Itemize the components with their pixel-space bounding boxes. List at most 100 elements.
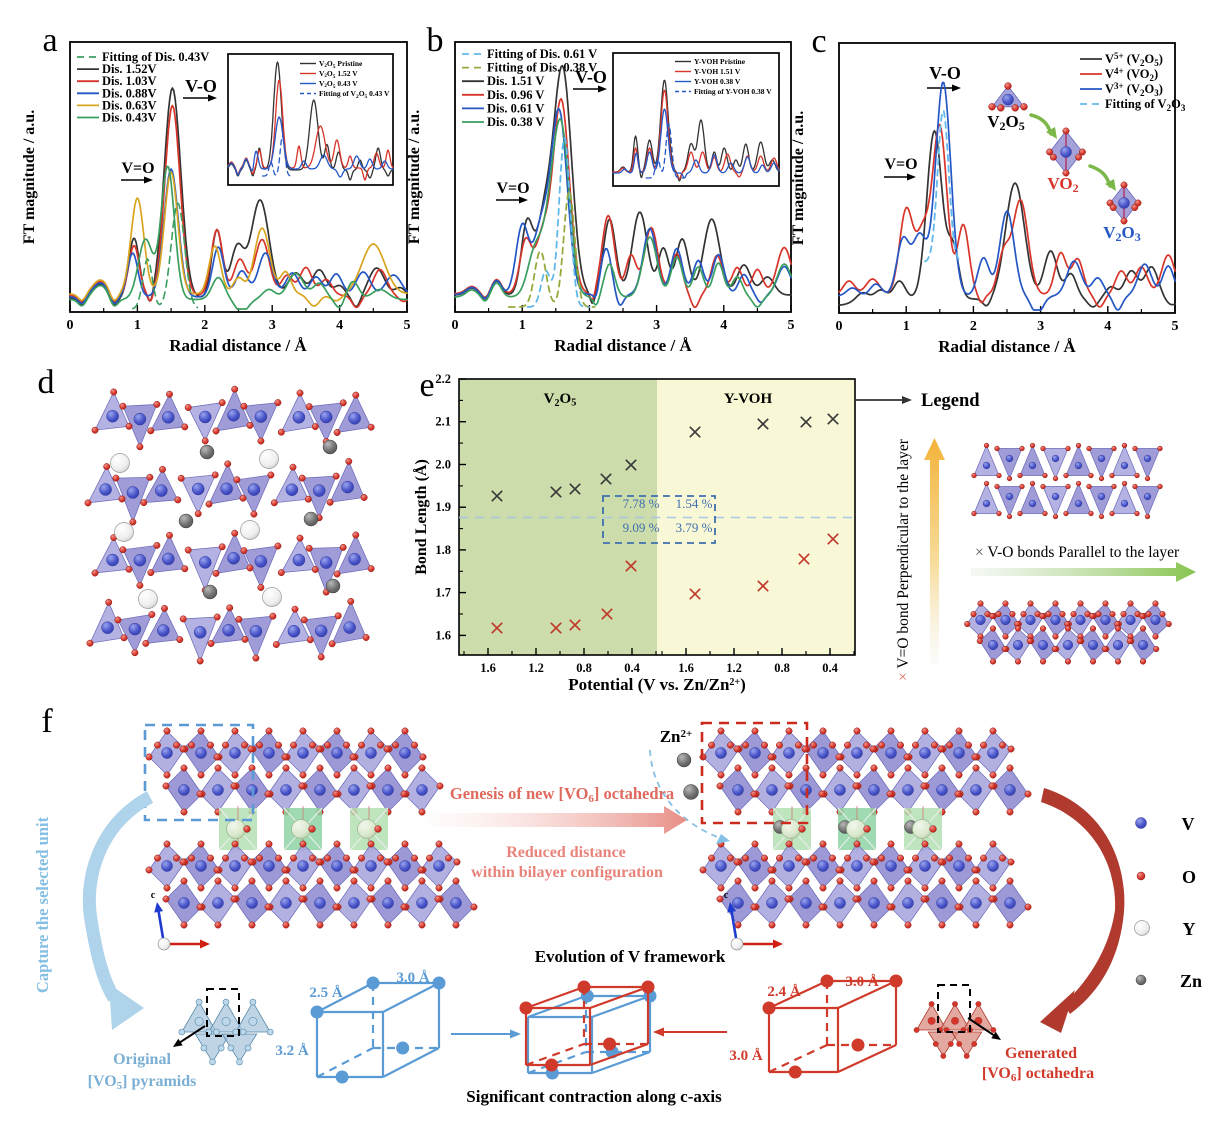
svg-text:Dis. 1.51 V: Dis. 1.51 V <box>487 74 544 88</box>
svg-text:× V=O bond Perpendicular to th: × V=O bond Perpendicular to the layer <box>895 438 912 681</box>
svg-text:Dis. 1.52V: Dis. 1.52V <box>102 62 157 76</box>
svg-text:Dis. 0.88V: Dis. 0.88V <box>102 86 157 100</box>
svg-text:3.0 Å: 3.0 Å <box>845 974 879 990</box>
svg-text:FT magnitude / a.u.: FT magnitude / a.u. <box>406 110 423 244</box>
svg-text:1.2: 1.2 <box>726 661 742 675</box>
svg-text:Fitting of Dis. 0.38 V: Fitting of Dis. 0.38 V <box>487 61 597 75</box>
svg-text:[VO6] octahedra: [VO6] octahedra <box>982 1065 1094 1084</box>
svg-text:VO2: VO2 <box>1047 174 1078 195</box>
svg-text:2.2: 2.2 <box>435 372 451 386</box>
svg-text:Original: Original <box>113 1051 171 1068</box>
svg-text:1.54 %: 1.54 % <box>676 496 713 511</box>
svg-text:Fitting of Y-VOH 0.38 V: Fitting of Y-VOH 0.38 V <box>694 87 772 96</box>
svg-text:Dis. 0.96 V: Dis. 0.96 V <box>487 88 544 102</box>
svg-text:a: a <box>42 22 57 59</box>
svg-text:Capture the selected unit: Capture the selected unit <box>33 816 52 993</box>
svg-text:Significant contraction along: Significant contraction along c-axis <box>466 1087 722 1106</box>
svg-text:9.09 %: 9.09 % <box>623 520 660 535</box>
svg-text:Y-VOH 1.51 V: Y-VOH 1.51 V <box>694 67 741 76</box>
svg-text:× V-O bonds Parallel to the l: × V-O bonds Parallel to the layer <box>975 544 1180 561</box>
svg-text:1: 1 <box>903 319 910 334</box>
svg-text:V=O: V=O <box>121 160 154 177</box>
svg-text:Radial distance / Å: Radial distance / Å <box>938 337 1076 356</box>
svg-text:O: O <box>1182 867 1196 887</box>
svg-text:V: V <box>1182 814 1195 834</box>
svg-text:1.7: 1.7 <box>435 586 451 600</box>
svg-text:0.4: 0.4 <box>624 661 640 675</box>
svg-text:Fitting of Dis. 0.43V: Fitting of Dis. 0.43V <box>102 50 209 64</box>
svg-text:0: 0 <box>67 318 74 333</box>
svg-text:4: 4 <box>336 318 343 333</box>
svg-text:Dis. 0.38 V: Dis. 0.38 V <box>487 115 544 129</box>
svg-text:Legend: Legend <box>921 391 980 411</box>
svg-text:Dis. 1.03V: Dis. 1.03V <box>102 74 157 88</box>
svg-text:Generated: Generated <box>1005 1045 1077 1062</box>
svg-text:Y-VOH 0.38 V: Y-VOH 0.38 V <box>694 77 741 86</box>
svg-text:3: 3 <box>1037 319 1044 334</box>
svg-text:b: b <box>427 22 444 59</box>
svg-text:Genesis of new [VO6] octahedra: Genesis of new [VO6] octahedra <box>450 784 674 805</box>
svg-text:1.9: 1.9 <box>435 500 451 514</box>
svg-text:V4+ (VO2): V4+ (VO2) <box>1105 66 1158 83</box>
svg-text:Y-VOH Pristine: Y-VOH Pristine <box>694 57 746 66</box>
svg-text:3: 3 <box>269 318 276 333</box>
svg-text:2.4 Å: 2.4 Å <box>767 984 801 1000</box>
svg-text:V2O5: V2O5 <box>987 112 1025 133</box>
svg-text:1.8: 1.8 <box>435 543 451 557</box>
svg-text:0.8: 0.8 <box>576 661 592 675</box>
svg-text:FT magnitude / a.u.: FT magnitude / a.u. <box>790 111 807 245</box>
svg-text:2.1: 2.1 <box>435 415 451 429</box>
svg-text:2.5 Å: 2.5 Å <box>309 985 343 1001</box>
svg-text:Radial distance / Å: Radial distance / Å <box>169 336 307 355</box>
svg-text:V2O5 Pristine: V2O5 Pristine <box>319 59 363 70</box>
svg-text:0.4: 0.4 <box>822 661 838 675</box>
svg-text:f: f <box>41 703 53 740</box>
svg-text:0.8: 0.8 <box>774 661 790 675</box>
svg-text:4: 4 <box>720 318 727 333</box>
svg-text:2.0: 2.0 <box>435 458 451 472</box>
svg-text:1: 1 <box>134 318 141 333</box>
svg-text:7.78 %: 7.78 % <box>623 496 660 511</box>
svg-text:2: 2 <box>201 318 208 333</box>
svg-text:Y: Y <box>1183 919 1196 939</box>
svg-text:5: 5 <box>1172 319 1179 334</box>
svg-text:Dis. 0.61 V: Dis. 0.61 V <box>487 101 544 115</box>
svg-text:V-O: V-O <box>185 76 217 96</box>
svg-text:1: 1 <box>519 318 526 333</box>
svg-text:V3+ (V2O3): V3+ (V2O3) <box>1105 81 1163 98</box>
svg-text:5: 5 <box>404 318 411 333</box>
svg-text:3.2 Å: 3.2 Å <box>275 1043 309 1059</box>
svg-text:3.0 Å: 3.0 Å <box>729 1048 763 1064</box>
svg-text:within bilayer configuration: within bilayer configuration <box>471 864 663 881</box>
svg-text:d: d <box>38 364 55 401</box>
svg-text:3.79 %: 3.79 % <box>676 520 713 535</box>
svg-text:[VO5] pyramids: [VO5] pyramids <box>88 1073 197 1092</box>
svg-text:Zn2+: Zn2+ <box>660 727 693 746</box>
svg-text:Potential (V vs. Zn/Zn2+): Potential (V vs. Zn/Zn2+) <box>568 675 746 694</box>
svg-text:V2O5 1.52 V: V2O5 1.52 V <box>319 69 358 80</box>
svg-text:1.6: 1.6 <box>435 628 451 642</box>
svg-text:1.2: 1.2 <box>528 661 544 675</box>
svg-text:V=O: V=O <box>884 156 917 173</box>
svg-text:Bond Length (Å): Bond Length (Å) <box>412 459 430 575</box>
svg-text:FT magnitude / a.u.: FT magnitude / a.u. <box>21 110 38 244</box>
svg-text:1.6: 1.6 <box>678 661 694 675</box>
svg-text:c: c <box>811 23 826 60</box>
svg-text:Fitting of V2O5 0.43 V: Fitting of V2O5 0.43 V <box>319 89 390 100</box>
svg-text:2: 2 <box>586 318 593 333</box>
svg-text:V2O5 0.43 V: V2O5 0.43 V <box>319 79 358 90</box>
svg-text:c: c <box>724 890 729 901</box>
svg-text:Dis. 0.63V: Dis. 0.63V <box>102 98 157 112</box>
svg-text:Dis. 0.43V: Dis. 0.43V <box>102 111 157 125</box>
svg-text:V-O: V-O <box>929 63 961 83</box>
svg-text:Fitting of V2O3: Fitting of V2O3 <box>1105 97 1186 113</box>
svg-text:Y-VOH: Y-VOH <box>724 391 773 407</box>
svg-text:c: c <box>151 890 156 901</box>
svg-text:3: 3 <box>653 318 660 333</box>
svg-text:1.6: 1.6 <box>480 661 496 675</box>
svg-text:Fitting of Dis. 0.61 V: Fitting of Dis. 0.61 V <box>487 47 597 61</box>
svg-text:4: 4 <box>1104 319 1111 334</box>
svg-text:Radial distance / Å: Radial distance / Å <box>554 336 692 355</box>
svg-text:Reduced distance: Reduced distance <box>506 844 626 861</box>
svg-text:Evolution of V framework: Evolution of V framework <box>535 947 726 966</box>
